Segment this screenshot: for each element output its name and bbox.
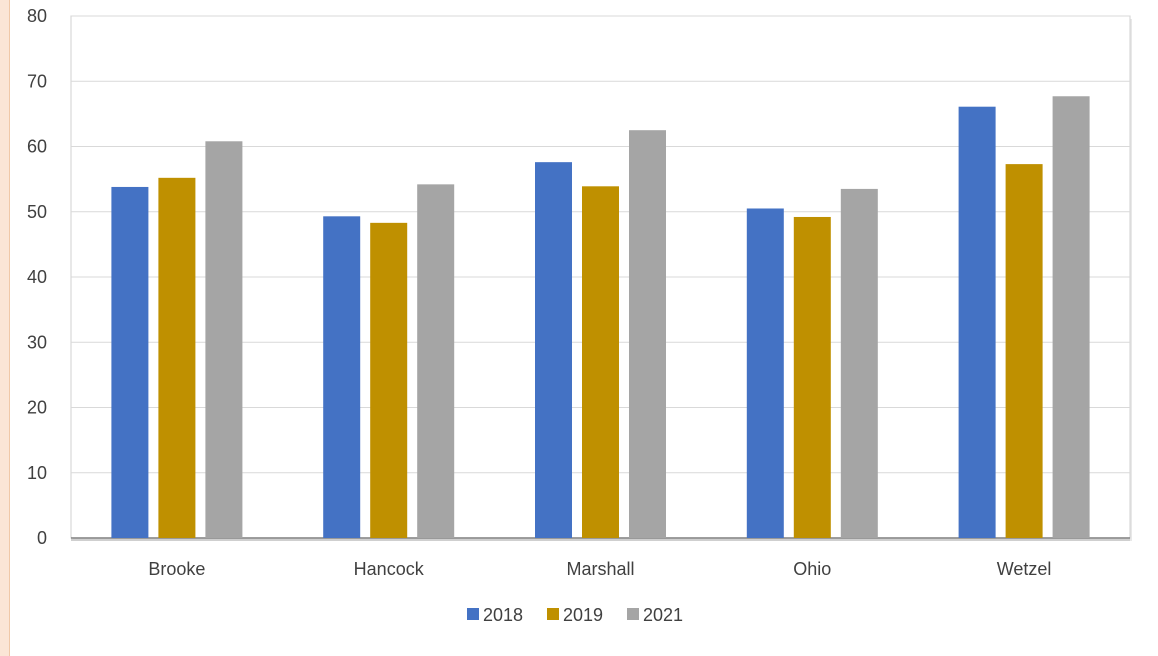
- y-tick-label: 30: [27, 332, 47, 352]
- legend: 2018 2019 2021: [467, 605, 683, 625]
- y-tick-label: 80: [27, 6, 47, 26]
- bar-2019-marshall: [582, 186, 619, 539]
- y-tick-label: 60: [27, 137, 47, 157]
- bar-2018-marshall: [535, 162, 572, 538]
- y-tick-label: 10: [27, 463, 47, 483]
- bar-2021-marshall: [629, 130, 666, 538]
- legend-label-2019: 2019: [563, 605, 603, 625]
- bar-2019-hancock: [370, 222, 408, 538]
- bar-2019-brooke: [158, 177, 196, 538]
- y-tick-label: 40: [27, 267, 47, 287]
- x-tick-label: Wetzel: [997, 559, 1052, 579]
- legend-swatch-2021: [627, 608, 639, 620]
- legend-label-2021: 2021: [643, 605, 683, 625]
- bar-2021-ohio: [840, 188, 878, 538]
- y-tick-label: 50: [27, 202, 47, 222]
- x-tick-label: Hancock: [354, 559, 425, 579]
- legend-swatch-2019: [547, 608, 559, 620]
- bar-2018-brooke: [111, 186, 149, 538]
- y-tick-label: 70: [27, 71, 47, 91]
- bar-2018-ohio: [746, 208, 784, 539]
- left-border-strip: [0, 0, 10, 656]
- y-tick-label: 0: [37, 528, 47, 548]
- bar-2021-hancock: [417, 184, 455, 538]
- legend-label-2018: 2018: [483, 605, 523, 625]
- y-axis-ticks: 0 10 20 30 40 50 60 70 80: [27, 6, 47, 548]
- bars: [111, 96, 1090, 539]
- bar-2018-wetzel: [958, 106, 996, 538]
- x-axis-labels: Brooke Hancock Marshall Ohio Wetzel: [148, 559, 1051, 579]
- bar-2019-wetzel: [1005, 164, 1043, 538]
- x-tick-label: Ohio: [793, 559, 831, 579]
- bar-2019-ohio: [793, 216, 831, 538]
- bar-2018-hancock: [323, 216, 361, 538]
- legend-swatch-2018: [467, 608, 479, 620]
- bar-2021-wetzel: [1052, 96, 1090, 538]
- y-tick-label: 20: [27, 398, 47, 418]
- x-tick-label: Brooke: [148, 559, 205, 579]
- bar-2021-brooke: [205, 141, 243, 538]
- x-tick-label: Marshall: [566, 559, 634, 579]
